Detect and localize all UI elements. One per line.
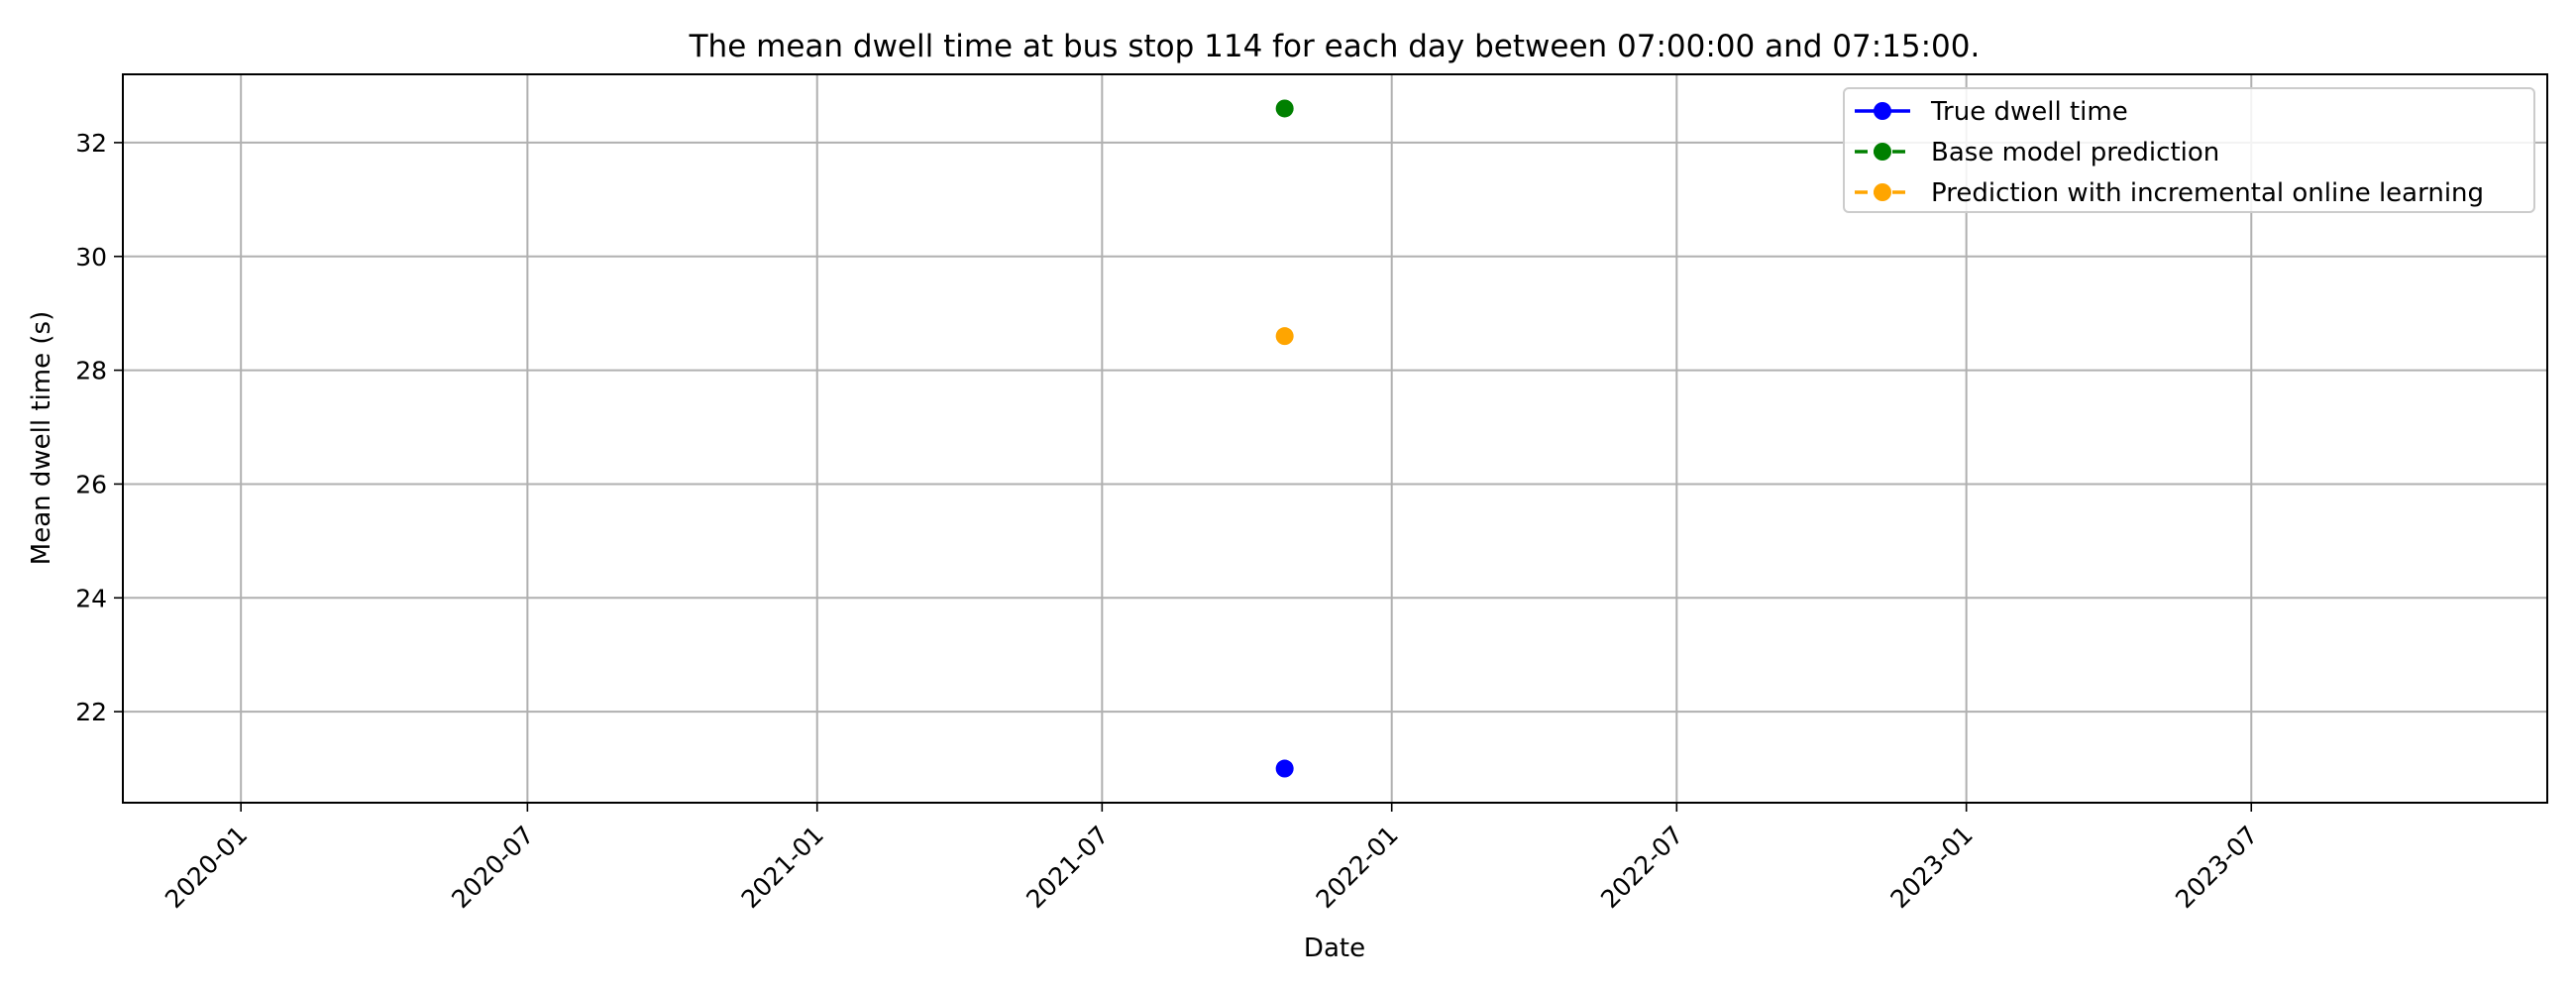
data-point — [1275, 759, 1294, 778]
y-axis-label: Mean dwell time (s) — [27, 311, 56, 565]
legend-marker — [1874, 183, 1891, 201]
legend-label: Base model prediction — [1931, 138, 2219, 167]
data-point — [1275, 327, 1294, 346]
legend-label: Prediction with incremental online learn… — [1931, 178, 2484, 208]
data-point — [1275, 99, 1294, 118]
y-tick-label: 22 — [75, 698, 107, 726]
data-marks — [1275, 99, 1294, 778]
legend-marker — [1874, 143, 1891, 161]
y-tick-label: 30 — [75, 243, 107, 272]
y-tick-label: 28 — [75, 357, 107, 385]
chart-title: The mean dwell time at bus stop 114 for … — [689, 29, 1981, 64]
legend-label: True dwell time — [1930, 97, 2128, 127]
legend: True dwell time Base model prediction Pred… — [1843, 87, 2535, 213]
y-tick-label: 26 — [75, 470, 107, 498]
y-tick-label: 32 — [75, 129, 107, 158]
y-tick-label: 24 — [75, 584, 107, 612]
legend-marker — [1874, 102, 1891, 120]
legend-frame — [1843, 87, 2535, 213]
plot-frame — [122, 73, 2548, 804]
x-axis-label: Date — [1304, 934, 1365, 963]
